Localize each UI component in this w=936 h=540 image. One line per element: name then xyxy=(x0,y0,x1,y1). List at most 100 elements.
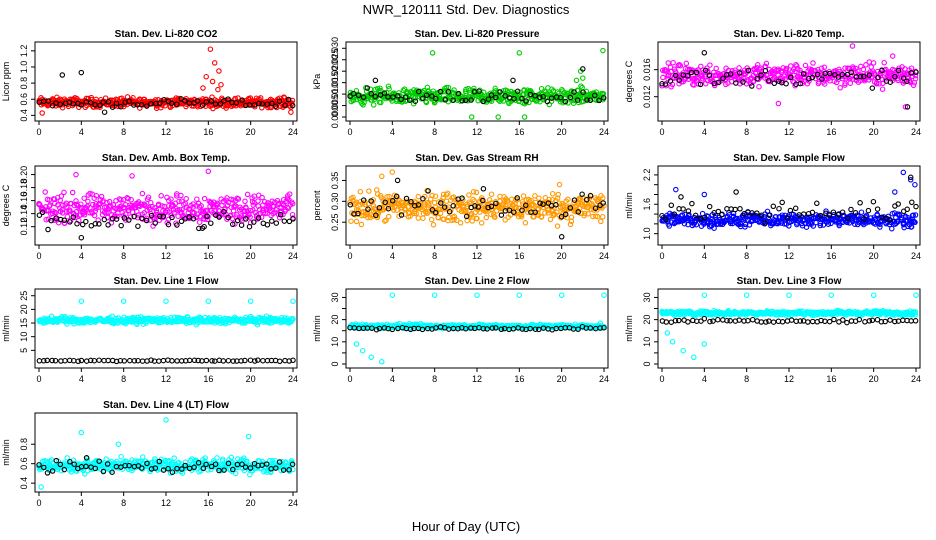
data-point xyxy=(365,206,371,212)
series-2-points xyxy=(659,50,919,110)
data-point xyxy=(601,292,607,298)
data-point xyxy=(440,195,446,201)
data-point xyxy=(900,169,907,176)
data-point xyxy=(573,77,580,84)
data-point xyxy=(567,221,574,228)
data-point xyxy=(369,325,375,331)
data-point xyxy=(247,214,253,220)
data-point xyxy=(225,96,231,102)
data-point xyxy=(171,455,177,461)
y-tick-label: 0.12 xyxy=(19,218,29,236)
data-point xyxy=(276,214,283,221)
series-2-points xyxy=(659,315,919,326)
data-point xyxy=(546,196,552,203)
data-point xyxy=(736,317,742,323)
data-point xyxy=(83,95,90,102)
data-point xyxy=(484,326,490,332)
x-tick-label: 8 xyxy=(744,127,749,137)
data-point xyxy=(493,94,499,101)
data-point xyxy=(809,318,816,325)
data-point xyxy=(835,211,841,218)
data-point xyxy=(199,102,206,108)
data-point xyxy=(587,325,594,331)
data-point xyxy=(519,207,525,213)
data-point xyxy=(441,204,448,210)
data-point xyxy=(131,213,137,220)
data-point xyxy=(432,209,439,216)
data-point xyxy=(129,173,135,179)
x-tick-label: 12 xyxy=(161,251,171,261)
data-point xyxy=(372,93,379,100)
data-point xyxy=(858,209,865,215)
x-tick-label: 8 xyxy=(432,374,437,384)
data-point xyxy=(126,98,132,105)
data-point xyxy=(196,225,202,232)
data-point xyxy=(435,215,442,221)
data-point xyxy=(583,196,590,203)
data-point xyxy=(350,90,357,97)
data-point xyxy=(754,75,761,82)
data-point xyxy=(719,212,725,218)
data-point xyxy=(706,72,713,79)
series-2-points xyxy=(347,323,607,333)
y-tick-label: 0.14 xyxy=(19,205,29,223)
series-2-points xyxy=(36,357,296,365)
data-point xyxy=(269,198,275,205)
data-point xyxy=(415,215,422,221)
data-point xyxy=(429,50,436,56)
data-point xyxy=(204,208,211,214)
data-point xyxy=(66,207,72,213)
data-point xyxy=(474,292,480,298)
data-point xyxy=(902,104,909,110)
scatter-points xyxy=(36,46,296,116)
data-point xyxy=(537,94,543,101)
data-point xyxy=(152,97,159,103)
data-point xyxy=(376,205,383,211)
data-point xyxy=(474,215,480,222)
y-tick-label: 25 xyxy=(19,291,29,301)
data-point xyxy=(159,203,165,209)
x-tick-label: 16 xyxy=(203,374,213,384)
data-point xyxy=(766,212,773,218)
data-point xyxy=(800,211,807,217)
data-point xyxy=(571,89,577,95)
data-point xyxy=(190,204,196,210)
data-point xyxy=(435,206,442,212)
x-tick-label: 0 xyxy=(347,374,352,384)
panel-ylabel: ml/min xyxy=(312,315,322,342)
scatter-points xyxy=(36,298,296,365)
data-point xyxy=(519,95,525,102)
x-tick-label: 0 xyxy=(36,374,41,384)
data-point xyxy=(480,98,486,105)
data-point xyxy=(715,79,722,86)
data-point xyxy=(587,97,594,103)
data-point xyxy=(817,212,824,219)
x-tick-label: 16 xyxy=(826,374,836,384)
data-point xyxy=(527,325,533,332)
data-point xyxy=(93,193,100,199)
data-point xyxy=(390,94,396,100)
data-point xyxy=(203,357,210,364)
x-tick-label: 0 xyxy=(659,251,664,261)
data-point xyxy=(269,218,275,224)
data-point xyxy=(407,97,413,103)
data-point xyxy=(492,214,498,220)
data-point xyxy=(198,203,204,209)
data-point xyxy=(285,96,292,103)
data-point xyxy=(128,196,134,203)
data-point xyxy=(814,71,821,78)
panel-ylabel: ml/min xyxy=(624,315,634,342)
data-point xyxy=(101,216,108,223)
data-point xyxy=(407,213,413,219)
data-point xyxy=(214,455,220,461)
x-tick-label: 0 xyxy=(36,127,41,137)
x-tick-label: 20 xyxy=(246,127,256,137)
data-point xyxy=(848,206,854,213)
x-tick-label: 8 xyxy=(121,127,126,137)
y-tick-label: 0 xyxy=(642,361,652,366)
data-point xyxy=(472,203,478,209)
data-point xyxy=(129,209,136,215)
data-point xyxy=(849,43,856,49)
data-point xyxy=(702,214,708,221)
